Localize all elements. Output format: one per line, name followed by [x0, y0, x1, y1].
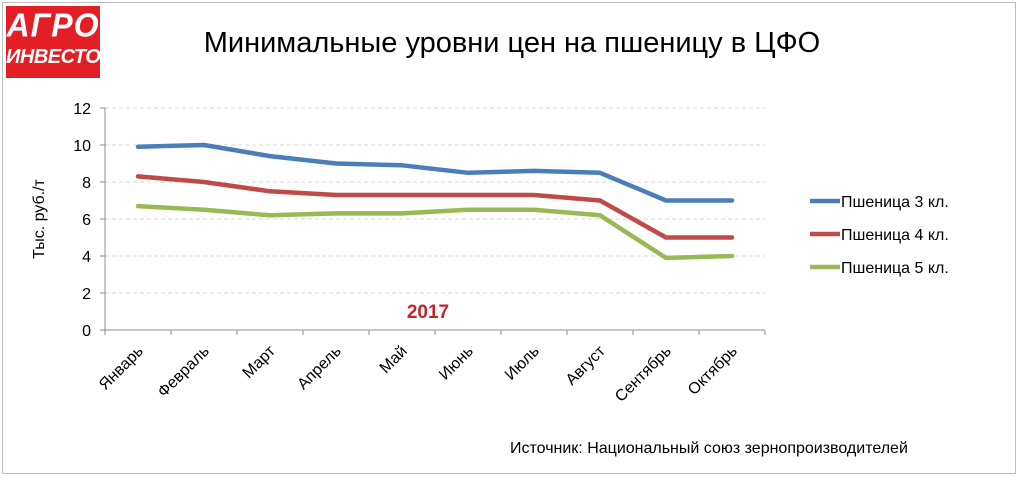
legend-label: Пшеница 3 кл. [841, 194, 949, 211]
y-tick-label: 8 [82, 175, 91, 192]
y-axis-label: Тыс. руб./т [31, 178, 48, 258]
logo-line-1: АГРО [6, 6, 100, 44]
x-tick-label: Июнь [436, 343, 477, 384]
x-tick-label: Сентябрь [612, 343, 675, 406]
x-tick-label: Январь [96, 343, 147, 394]
series-line-5-class [135, 203, 735, 261]
series-line-4-class [135, 174, 735, 240]
agroinvestor-logo: АГРО ИНВЕСТОР [6, 6, 114, 78]
y-tick-label: 10 [73, 138, 91, 155]
chart-frame [2, 2, 1016, 474]
y-tick-label: 4 [82, 249, 91, 266]
x-tick-label: Октябрь [685, 343, 741, 399]
x-tick-label: Март [240, 342, 280, 382]
y-tick-label: 6 [82, 212, 91, 229]
year-annotation: 2017 [407, 302, 449, 323]
series-line-3-class [135, 142, 735, 203]
legend-label: Пшеница 4 кл. [841, 227, 949, 244]
x-tick-label: Апрель [294, 343, 344, 393]
y-tick-label: 0 [82, 323, 91, 340]
y-tick-label: 2 [82, 286, 91, 303]
chart-title: Минимальные уровни цен на пшеницу в ЦФО [203, 27, 821, 59]
y-tick-label: 12 [73, 101, 91, 118]
logo-line-2: ИНВЕСТОР [6, 46, 114, 68]
x-tick-label: Июль [502, 343, 543, 384]
source-note: Источник: Национальный союз зернопроизво… [510, 440, 908, 457]
x-tick-label: Август [563, 342, 610, 389]
legend-label: Пшеница 5 кл. [841, 260, 949, 277]
x-tick-label: Февраль [155, 343, 213, 401]
x-tick-label: Май [377, 343, 411, 377]
